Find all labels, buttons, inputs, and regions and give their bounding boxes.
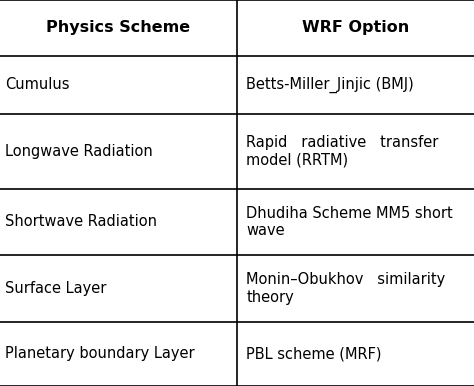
Text: Longwave Radiation: Longwave Radiation	[5, 144, 153, 159]
Text: Monin–Obukhov   similarity
theory: Monin–Obukhov similarity theory	[246, 272, 446, 305]
Text: Planetary boundary Layer: Planetary boundary Layer	[5, 346, 194, 361]
Text: Shortwave Radiation: Shortwave Radiation	[5, 215, 157, 229]
Text: Betts-Miller_Jinjic (BMJ): Betts-Miller_Jinjic (BMJ)	[246, 76, 414, 93]
Text: Cumulus: Cumulus	[5, 77, 69, 92]
Text: WRF Option: WRF Option	[302, 20, 409, 36]
Text: Surface Layer: Surface Layer	[5, 281, 106, 296]
Text: Dhudiha Scheme MM5 short
wave: Dhudiha Scheme MM5 short wave	[246, 206, 453, 238]
Text: PBL scheme (MRF): PBL scheme (MRF)	[246, 346, 382, 361]
Text: Rapid   radiative   transfer
model (RRTM): Rapid radiative transfer model (RRTM)	[246, 135, 439, 168]
Text: Physics Scheme: Physics Scheme	[46, 20, 191, 36]
